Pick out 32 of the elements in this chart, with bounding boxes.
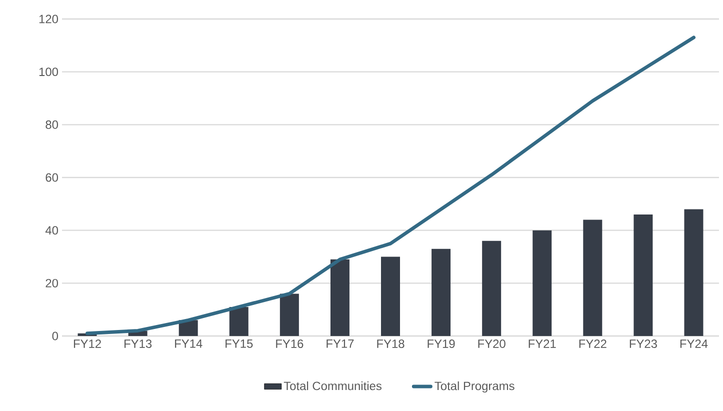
x-tick-label: FY24 bbox=[680, 340, 708, 348]
bar bbox=[532, 230, 552, 336]
x-tick-label: FY12 bbox=[74, 340, 101, 348]
x-tick-label: FY15 bbox=[226, 340, 253, 348]
y-tick-label: 120 bbox=[39, 14, 58, 24]
x-tick-label: FY19 bbox=[428, 340, 455, 348]
bar bbox=[330, 259, 350, 336]
y-tick-label: 0 bbox=[52, 332, 58, 340]
y-tick-label: 60 bbox=[46, 173, 58, 182]
bar bbox=[229, 306, 248, 336]
x-tick-label: FY16 bbox=[276, 340, 304, 348]
y-tick-label: 40 bbox=[45, 226, 58, 235]
y-tick-label: 100 bbox=[39, 68, 58, 76]
x-tick-label: FY23 bbox=[630, 340, 657, 348]
bar bbox=[432, 248, 451, 336]
bar bbox=[583, 220, 602, 336]
x-tick-label: FY21 bbox=[528, 340, 556, 348]
bar bbox=[482, 240, 502, 336]
y-tick-label: 80 bbox=[46, 120, 58, 129]
x-tick-label: FY17 bbox=[326, 340, 354, 348]
x-tick-label: FY14 bbox=[175, 340, 202, 348]
x-tick-label: FY18 bbox=[377, 340, 404, 348]
bar bbox=[634, 214, 653, 336]
legend-label: Total Programs bbox=[434, 381, 514, 393]
x-tick-label: FY20 bbox=[478, 340, 506, 348]
x-tick-label: FY22 bbox=[579, 340, 606, 348]
bar bbox=[381, 256, 400, 336]
bar bbox=[280, 294, 299, 336]
legend-label: Total Communities bbox=[284, 381, 382, 390]
bar bbox=[684, 209, 704, 336]
x-tick-label: FY13 bbox=[124, 340, 152, 348]
y-tick-label: 20 bbox=[46, 278, 58, 288]
